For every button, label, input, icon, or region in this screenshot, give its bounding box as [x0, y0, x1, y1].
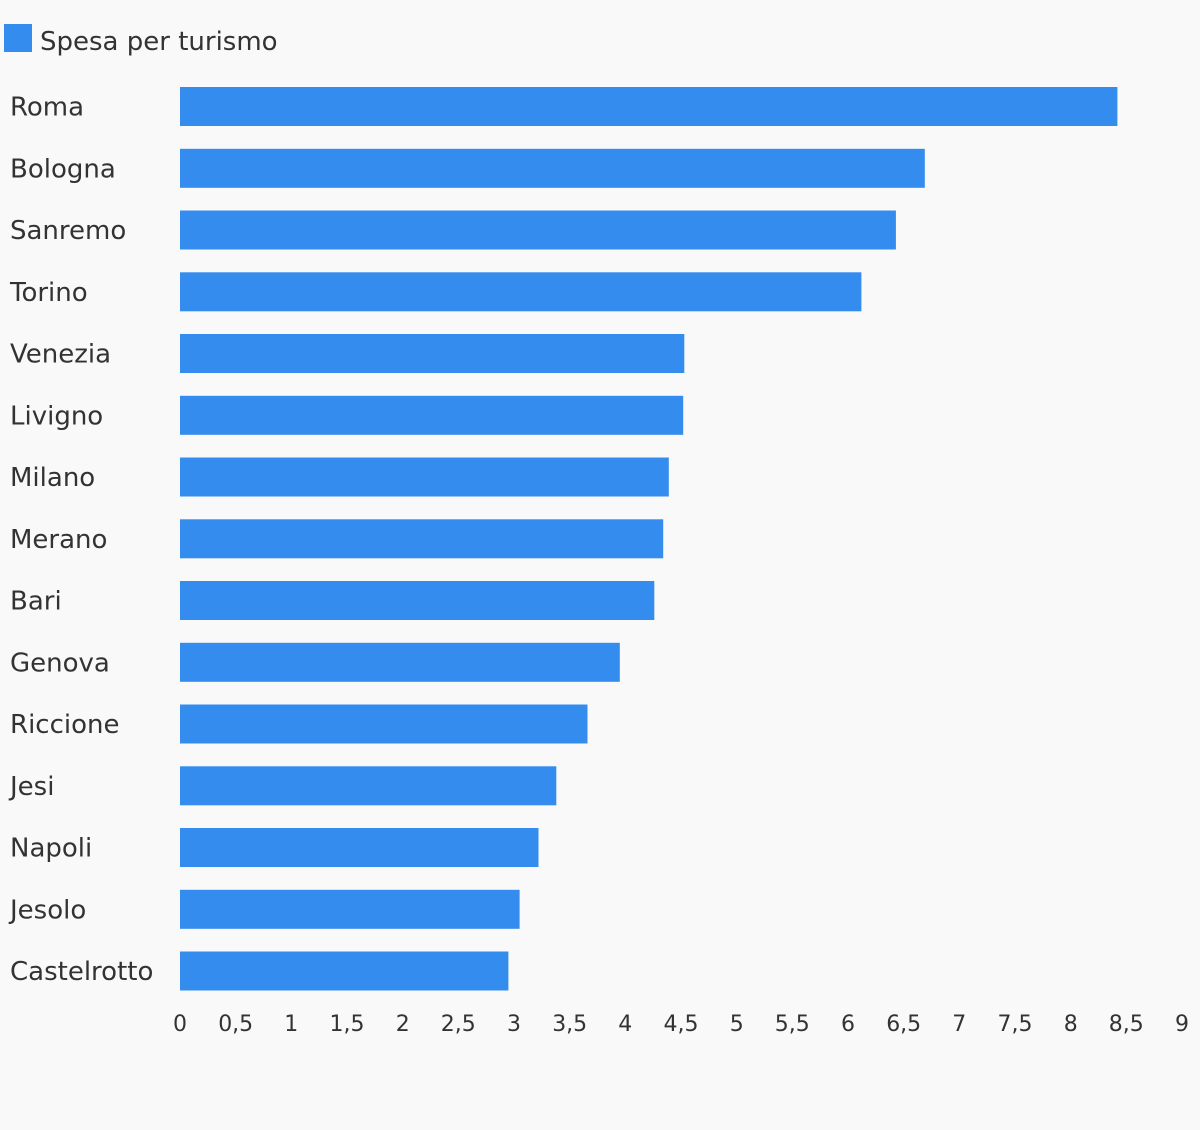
x-tick-label: 6: [841, 1012, 855, 1037]
bar-milano: [180, 457, 669, 497]
category-label: Merano: [10, 525, 107, 555]
bar-roma: [180, 87, 1118, 126]
x-tick-label: 9: [1175, 1012, 1189, 1037]
category-label: Sanremo: [10, 216, 126, 246]
x-tick-label: 6,5: [886, 1012, 921, 1037]
bar-bari: [180, 581, 655, 620]
legend-label: Spesa per turismo: [40, 27, 278, 57]
bar-napoli: [180, 828, 539, 867]
bar-castelrotto: [180, 951, 509, 991]
x-tick-label: 0,5: [218, 1012, 253, 1037]
category-label: Bologna: [10, 154, 116, 184]
bar-riccione: [180, 704, 588, 744]
legend-swatch: [4, 24, 32, 52]
x-axis-tick-labels: 0 0,5 1 1,5 2 2,5 3 3,5 4 4,5 5 5,5 6 6,5 7 7,5 8 8,5 9: [173, 1012, 1189, 1037]
x-tick-label: 0: [173, 1012, 187, 1037]
category-label: Jesolo: [8, 895, 86, 925]
bars-group: [180, 87, 1118, 991]
category-label: Riccione: [10, 710, 119, 740]
category-label: Milano: [10, 463, 95, 493]
category-label: Genova: [10, 648, 110, 678]
x-tick-label: 4: [618, 1012, 632, 1037]
category-label: Roma: [10, 93, 84, 123]
x-tick-label: 4,5: [664, 1012, 699, 1037]
bar-jesolo: [180, 889, 520, 929]
bar-sanremo: [180, 210, 896, 250]
category-label: Torino: [9, 278, 88, 308]
category-label: Livigno: [10, 401, 103, 431]
bar-bologna: [180, 148, 925, 188]
x-tick-label: 8,5: [1109, 1012, 1144, 1037]
category-label: Venezia: [10, 340, 111, 370]
bar-venezia: [180, 334, 685, 373]
x-tick-label: 2: [396, 1012, 410, 1037]
x-tick-label: 3,5: [552, 1012, 587, 1037]
x-tick-label: 1,5: [330, 1012, 365, 1037]
x-tick-label: 8: [1064, 1012, 1078, 1037]
bar-merano: [180, 519, 664, 559]
bar-torino: [180, 272, 862, 312]
x-tick-label: 1: [284, 1012, 298, 1037]
x-tick-label: 7: [952, 1012, 966, 1037]
category-labels: Roma Bologna Sanremo Torino Venezia Livigno Mi…: [8, 93, 153, 988]
bar-jesi: [180, 766, 557, 806]
x-tick-label: 5: [730, 1012, 744, 1037]
x-tick-label: 2,5: [441, 1012, 476, 1037]
category-label: Bari: [10, 587, 62, 617]
x-tick-label: 7,5: [998, 1012, 1033, 1037]
x-tick-label: 3: [507, 1012, 521, 1037]
bar-genova: [180, 642, 620, 682]
category-label: Napoli: [10, 834, 92, 864]
category-label: Jesi: [8, 772, 54, 802]
bar-livigno: [180, 395, 684, 435]
legend: Spesa per turismo: [4, 24, 278, 57]
x-tick-label: 5,5: [775, 1012, 810, 1037]
category-label: Castelrotto: [10, 957, 153, 987]
